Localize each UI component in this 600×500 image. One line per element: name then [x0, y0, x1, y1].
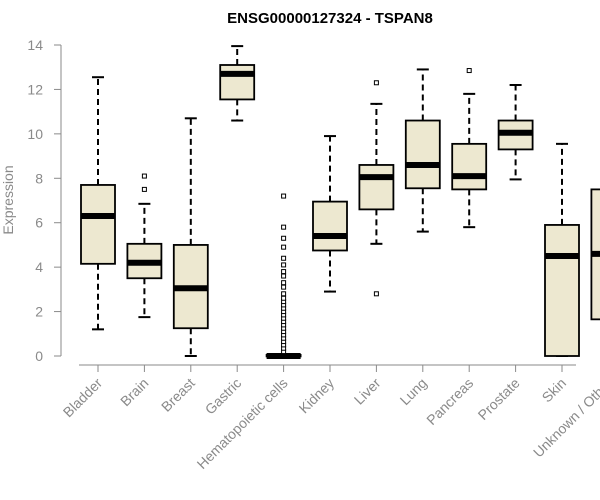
outlier-point: [281, 280, 287, 286]
y-tick-label-6: 6: [35, 215, 43, 231]
outlier-point: [281, 235, 287, 241]
iqr-box: [358, 164, 395, 211]
outlier-point: [281, 193, 287, 199]
y-tick-label-0: 0: [35, 348, 43, 364]
outlier-point: [281, 295, 287, 301]
x-tick-label-pancreas: Pancreas: [423, 375, 476, 428]
box-skin: [544, 142, 580, 357]
x-tick-label-liver: Liver: [351, 375, 384, 408]
x-tick-label-hematopoietic-cells: Hematopoietic cells: [194, 375, 291, 472]
x-tick-label-lung: Lung: [397, 375, 430, 408]
outlier-point: [281, 255, 287, 261]
box-breast: [172, 117, 209, 357]
outlier-point: [281, 269, 287, 275]
outlier-point: [281, 291, 287, 297]
y-tick-label-4: 4: [35, 259, 43, 275]
box-brain: [126, 173, 163, 319]
iqr-box: [219, 64, 256, 101]
outlier-point: [281, 273, 287, 279]
box-gastric: [219, 45, 256, 122]
box-prostate: [497, 83, 534, 181]
x-tick-label-skin: Skin: [539, 375, 570, 406]
box-kidney: [312, 135, 348, 293]
box-bladder: [80, 76, 116, 331]
iqr-box: [544, 224, 580, 357]
outlier-point: [281, 224, 287, 230]
y-axis-ticks: 0 2 4 6 8 10 12 14: [27, 37, 61, 364]
outlier-point: [373, 80, 379, 86]
outlier-point: [281, 262, 287, 268]
chart-title: ENSG00000127324 - TSPAN8: [227, 10, 433, 27]
outlier-point: [466, 68, 472, 74]
x-tick-label-gastric: Gastric: [202, 375, 245, 418]
x-tick-label-kidney: Kidney: [296, 375, 338, 417]
x-tick-label-brain: Brain: [117, 375, 151, 409]
outlier-point: [373, 291, 379, 297]
box-lung: [404, 68, 441, 233]
outlier-point: [141, 186, 147, 192]
x-tick-label-prostate: Prostate: [475, 375, 523, 423]
box-hematopoietic-cells: [265, 193, 302, 359]
y-tick-label-8: 8: [35, 170, 43, 186]
iqr-box: [80, 184, 116, 265]
iqr-box: [312, 200, 348, 252]
y-tick-label-10: 10: [27, 126, 43, 142]
box-unknown-other: [590, 188, 600, 321]
y-tick-label-14: 14: [27, 37, 43, 53]
y-axis-label: Expression: [0, 165, 16, 234]
x-tick-label-breast: Breast: [158, 375, 198, 415]
iqr-box: [404, 119, 441, 190]
boxes-layer: [80, 45, 600, 359]
box-pancreas: [451, 68, 488, 229]
y-tick-label-12: 12: [27, 81, 43, 97]
iqr-box: [451, 142, 488, 191]
outlier-point: [281, 244, 287, 250]
x-tick-label-bladder: Bladder: [60, 375, 106, 421]
y-tick-label-2: 2: [35, 304, 43, 320]
outlier-point: [281, 284, 287, 290]
outlier-point: [141, 173, 147, 179]
box-liver: [358, 80, 395, 297]
